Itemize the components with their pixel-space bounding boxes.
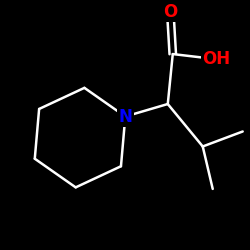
Text: OH: OH: [202, 50, 230, 68]
Text: N: N: [118, 108, 132, 126]
Text: O: O: [163, 2, 178, 21]
